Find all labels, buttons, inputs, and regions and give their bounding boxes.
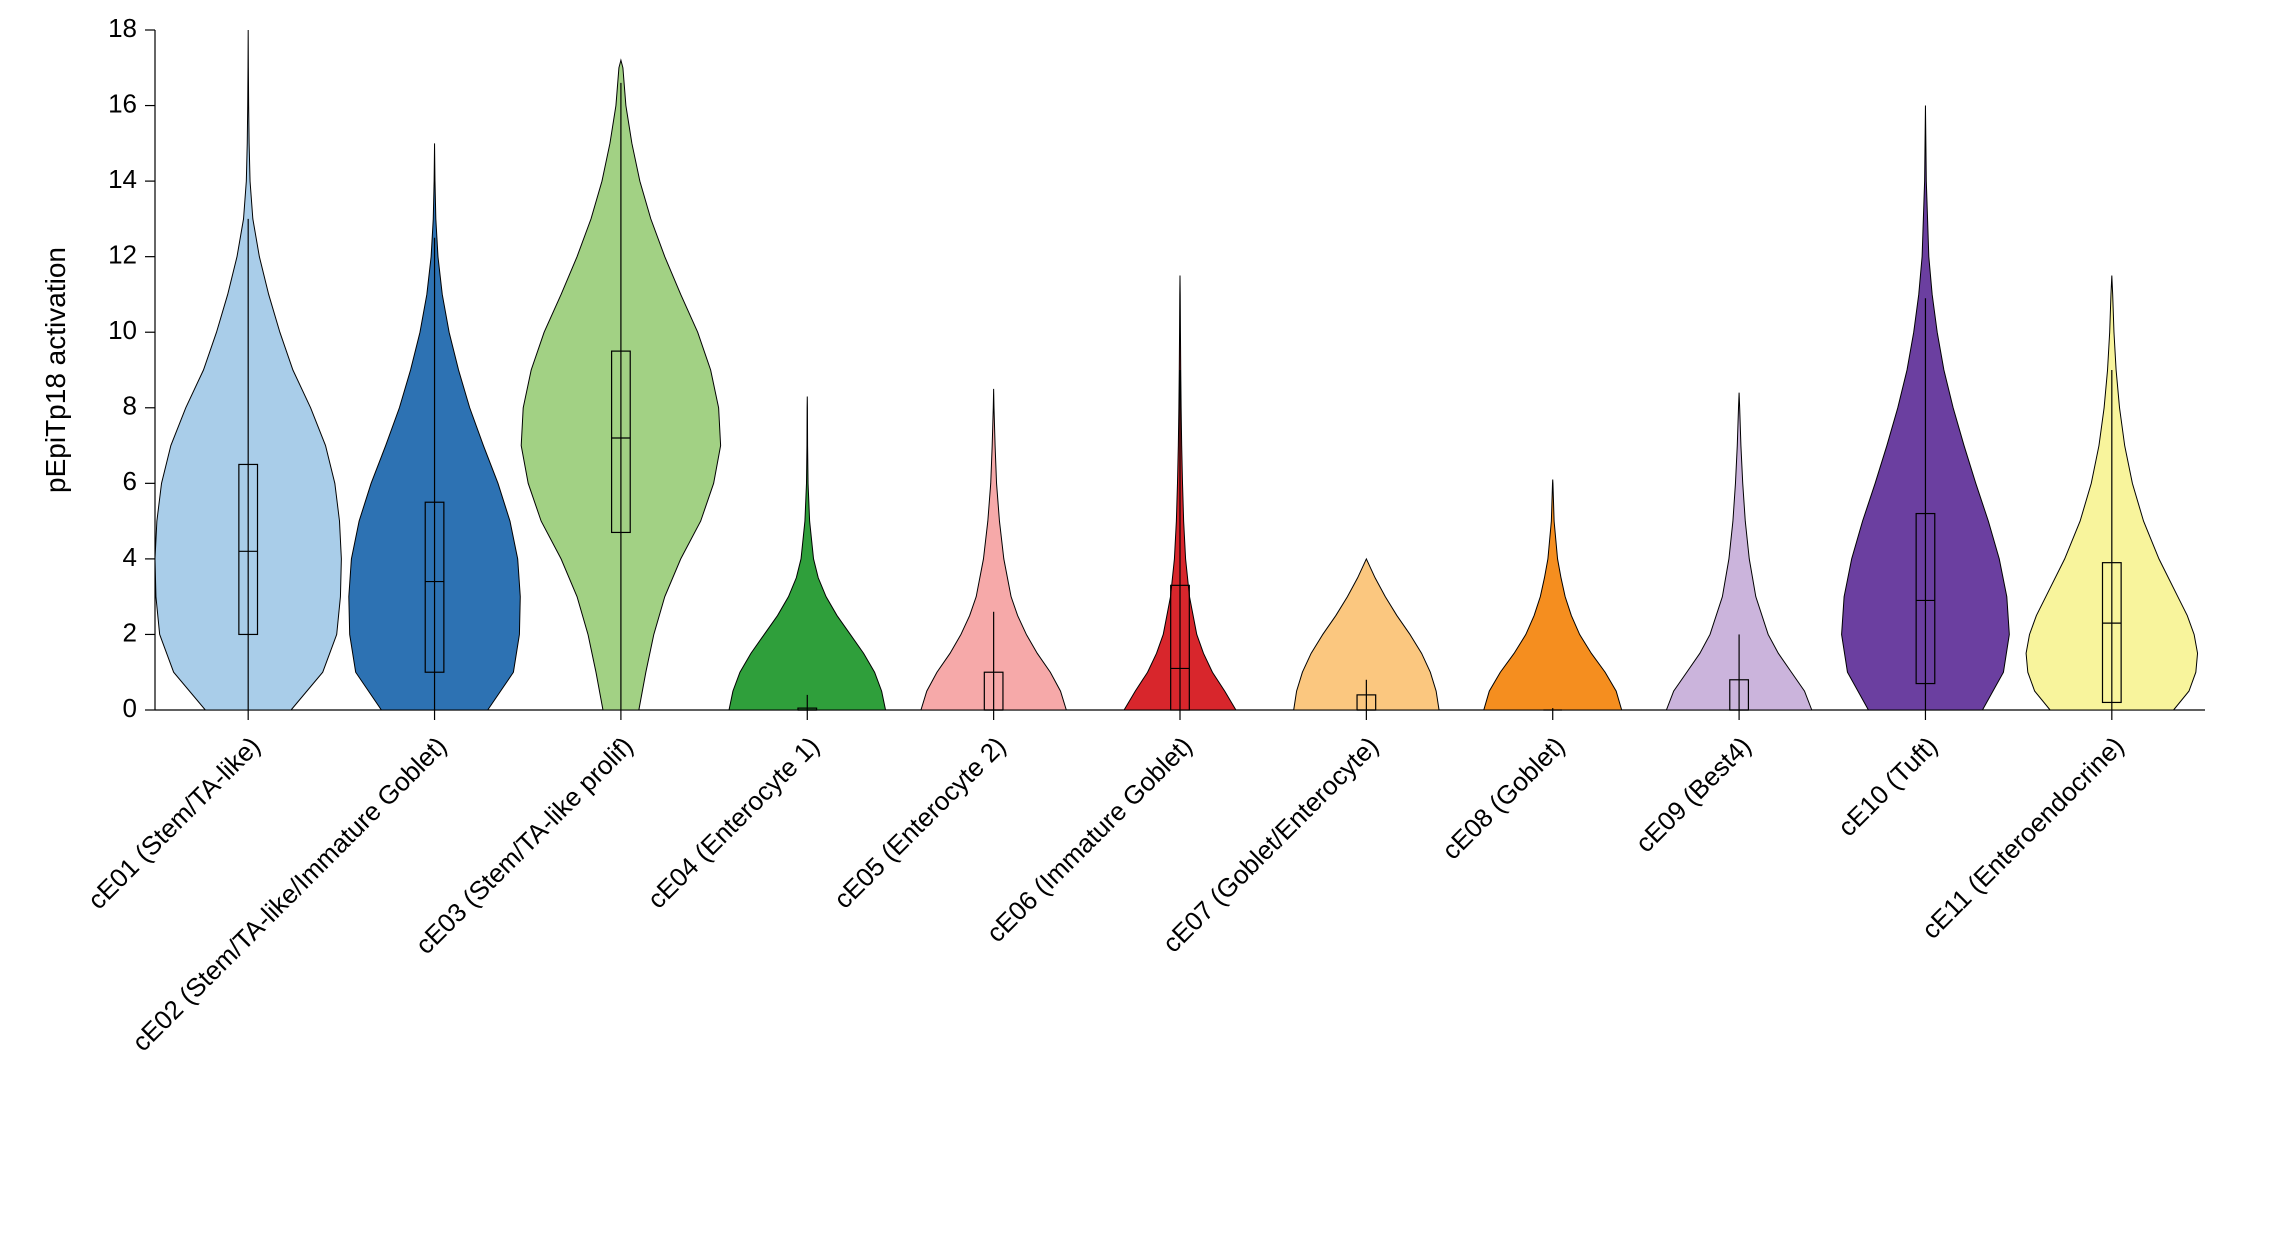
ytick-label: 16	[108, 88, 137, 118]
ytick-label: 4	[123, 542, 137, 572]
y-axis-label: pEpiTp18 activation	[40, 247, 71, 493]
violin-chart: 024681012141618pEpiTp18 activationcE01 (…	[0, 0, 2292, 1250]
ytick-label: 18	[108, 13, 137, 43]
ytick-label: 8	[123, 391, 137, 421]
ytick-label: 0	[123, 693, 137, 723]
violin-svg: 024681012141618pEpiTp18 activationcE01 (…	[0, 0, 2292, 1250]
ytick-label: 6	[123, 466, 137, 496]
ytick-label: 2	[123, 617, 137, 647]
ytick-label: 14	[108, 164, 137, 194]
ytick-label: 10	[108, 315, 137, 345]
ytick-label: 12	[108, 240, 137, 270]
